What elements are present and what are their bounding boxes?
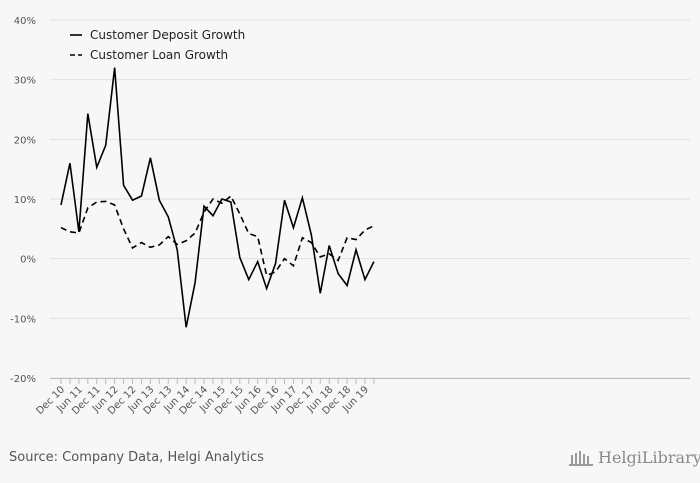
legend-label-loan: Customer Loan Growth bbox=[90, 48, 228, 62]
legend-label-deposit: Customer Deposit Growth bbox=[90, 28, 245, 42]
y-tick-label: -20% bbox=[10, 374, 36, 385]
series-lines bbox=[60, 67, 375, 328]
logo-text: HelgiLibrary bbox=[598, 448, 700, 467]
series-line-customer-deposit-growth bbox=[60, 67, 375, 328]
library-building-icon bbox=[569, 450, 593, 466]
source-note: Source: Company Data, Helgi Analytics bbox=[9, 450, 264, 465]
legend: Customer Deposit Growth Customer Loan Gr… bbox=[70, 28, 245, 62]
y-tick-label: 30% bbox=[14, 76, 36, 87]
y-tick-label: 0% bbox=[20, 255, 36, 266]
y-tick-label: -10% bbox=[10, 314, 36, 325]
y-tick-label: 10% bbox=[14, 195, 36, 206]
helgi-library-logo: HelgiLibrary bbox=[568, 448, 700, 467]
gridlines bbox=[50, 19, 690, 379]
y-tick-label: 20% bbox=[14, 135, 36, 146]
series-line-customer-loan-growth bbox=[60, 194, 375, 277]
y-tick-label: 40% bbox=[14, 16, 36, 27]
